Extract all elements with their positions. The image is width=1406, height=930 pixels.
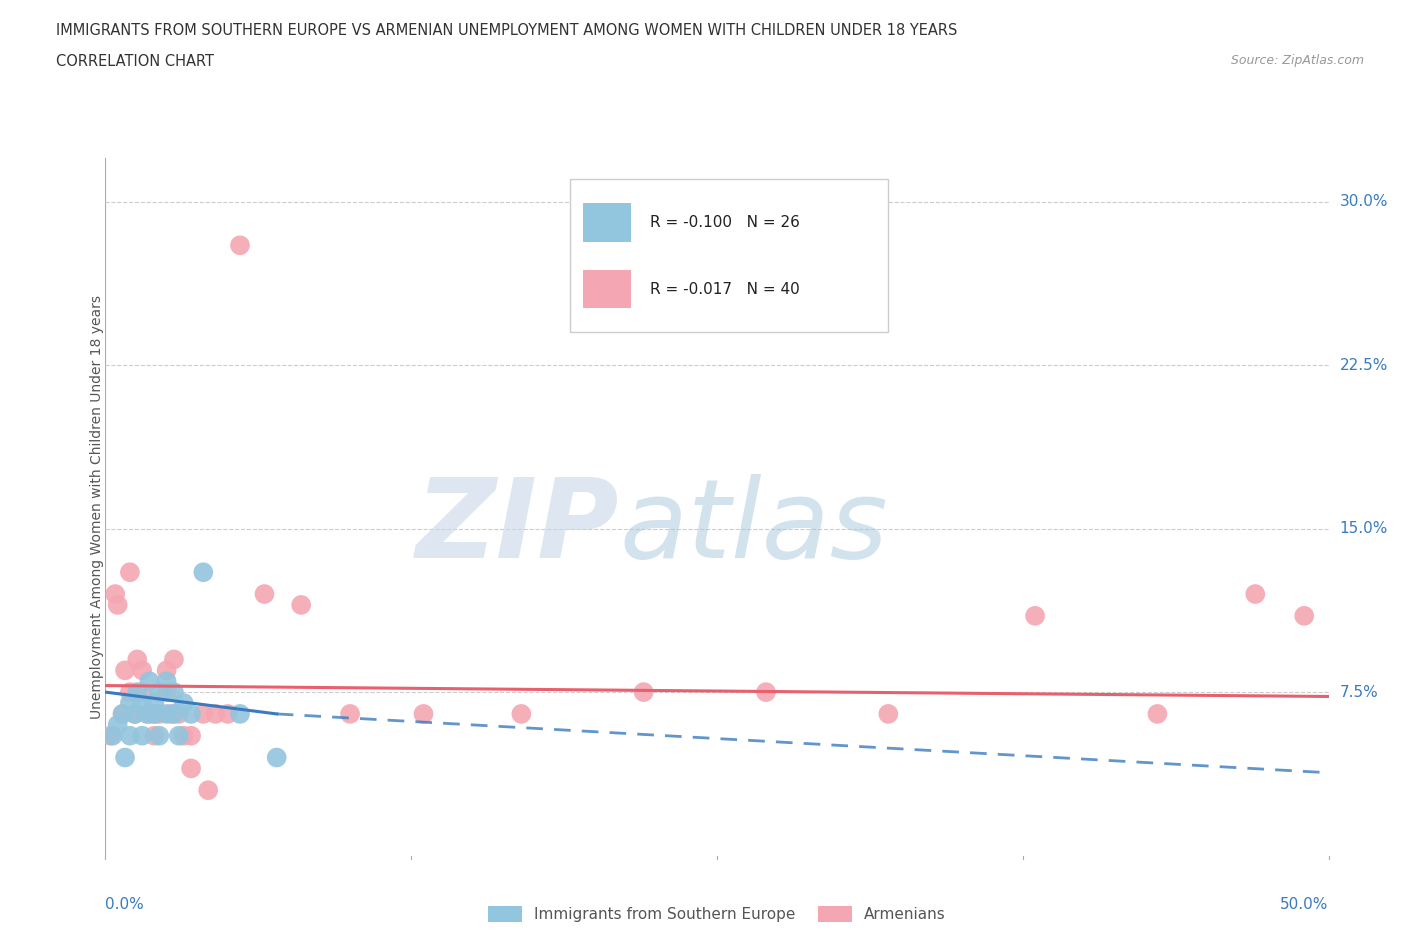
Text: R = -0.100   N = 26: R = -0.100 N = 26 xyxy=(650,215,800,230)
Point xyxy=(290,597,312,612)
Point xyxy=(167,707,190,722)
Legend: Immigrants from Southern Europe, Armenians: Immigrants from Southern Europe, Armenia… xyxy=(482,900,952,928)
Point xyxy=(339,707,361,722)
FancyBboxPatch shape xyxy=(582,270,631,308)
Point xyxy=(131,696,153,711)
Text: CORRELATION CHART: CORRELATION CHART xyxy=(56,54,214,69)
Point xyxy=(143,728,166,743)
Point xyxy=(111,707,134,722)
Point xyxy=(510,707,533,722)
Point xyxy=(193,565,215,579)
Point xyxy=(160,707,183,722)
Point xyxy=(163,684,186,699)
Point xyxy=(131,728,153,743)
Point xyxy=(155,663,177,678)
Point xyxy=(124,707,146,722)
Text: 50.0%: 50.0% xyxy=(1281,897,1329,912)
Point xyxy=(131,663,153,678)
Point xyxy=(155,673,177,688)
Text: ZIP: ZIP xyxy=(416,474,619,581)
FancyBboxPatch shape xyxy=(571,179,889,333)
Point xyxy=(633,684,655,699)
Point xyxy=(163,652,186,667)
Point xyxy=(217,707,239,722)
Text: 0.0%: 0.0% xyxy=(105,897,145,912)
Point xyxy=(127,684,149,699)
Text: Source: ZipAtlas.com: Source: ZipAtlas.com xyxy=(1230,54,1364,67)
Point xyxy=(1024,608,1046,623)
Point xyxy=(98,728,121,743)
Y-axis label: Unemployment Among Women with Children Under 18 years: Unemployment Among Women with Children U… xyxy=(90,295,104,719)
Text: 15.0%: 15.0% xyxy=(1340,521,1388,537)
Point xyxy=(755,684,778,699)
Point xyxy=(204,707,226,722)
Point xyxy=(118,684,141,699)
Point xyxy=(877,707,900,722)
Point xyxy=(180,761,202,776)
Point xyxy=(1146,707,1168,722)
Point xyxy=(173,696,195,711)
Point xyxy=(180,707,202,722)
Point xyxy=(124,707,146,722)
Point xyxy=(148,684,170,699)
Point xyxy=(1294,608,1316,623)
Point xyxy=(101,728,124,743)
Point xyxy=(136,707,159,722)
Point xyxy=(114,751,136,765)
Text: 7.5%: 7.5% xyxy=(1340,684,1378,699)
Point xyxy=(155,684,177,699)
FancyBboxPatch shape xyxy=(582,204,631,242)
Text: R = -0.017   N = 40: R = -0.017 N = 40 xyxy=(650,282,800,297)
Text: 30.0%: 30.0% xyxy=(1340,194,1388,209)
Point xyxy=(155,707,177,722)
Point xyxy=(148,707,170,722)
Point xyxy=(229,238,252,253)
Point xyxy=(118,728,141,743)
Point xyxy=(111,707,134,722)
Point xyxy=(131,684,153,699)
Point xyxy=(163,707,186,722)
Point xyxy=(253,587,276,602)
Point xyxy=(143,707,166,722)
Point xyxy=(127,652,149,667)
Point xyxy=(180,728,202,743)
Point xyxy=(118,696,141,711)
Text: 22.5%: 22.5% xyxy=(1340,358,1388,373)
Point xyxy=(173,728,195,743)
Point xyxy=(138,707,160,722)
Point xyxy=(412,707,434,722)
Text: atlas: atlas xyxy=(619,474,887,581)
Point xyxy=(138,673,160,688)
Point xyxy=(104,587,127,602)
Point xyxy=(148,728,170,743)
Point xyxy=(114,663,136,678)
Point xyxy=(197,783,219,798)
Text: IMMIGRANTS FROM SOUTHERN EUROPE VS ARMENIAN UNEMPLOYMENT AMONG WOMEN WITH CHILDR: IMMIGRANTS FROM SOUTHERN EUROPE VS ARMEN… xyxy=(56,23,957,38)
Point xyxy=(193,707,215,722)
Point xyxy=(229,707,252,722)
Point xyxy=(1244,587,1267,602)
Point xyxy=(266,751,288,765)
Point xyxy=(143,707,166,722)
Point xyxy=(118,565,141,579)
Point xyxy=(107,597,129,612)
Point xyxy=(107,717,129,732)
Point xyxy=(167,728,190,743)
Point xyxy=(143,696,166,711)
